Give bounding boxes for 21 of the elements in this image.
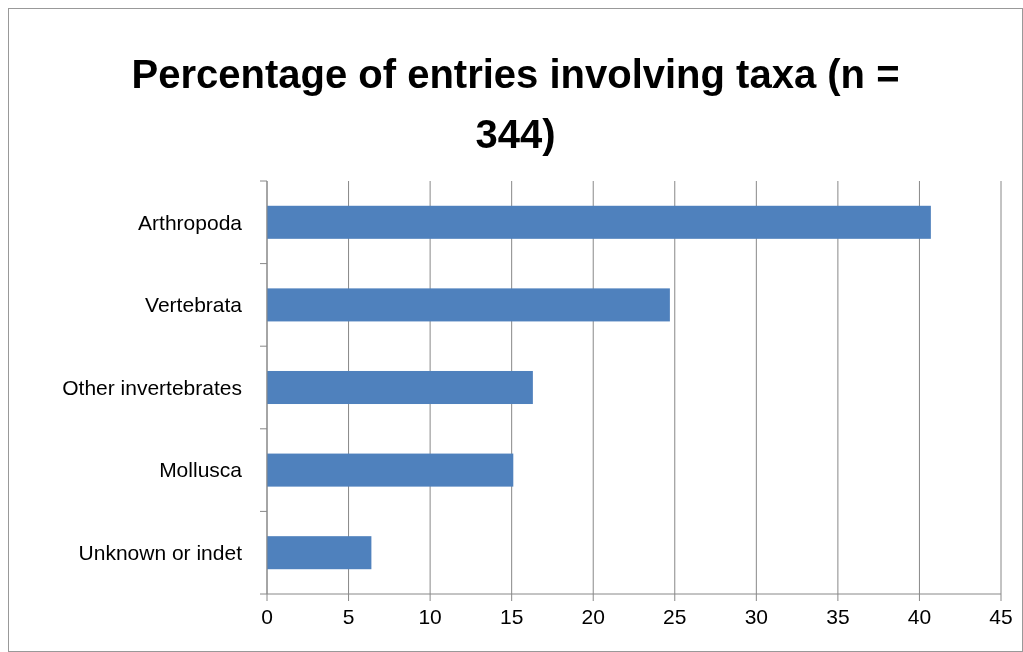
x-tick-label: 30: [744, 605, 769, 628]
x-tick-label: 20: [581, 605, 605, 628]
x-tick-label: 5: [342, 605, 355, 628]
x-tick-label: 40: [907, 605, 932, 628]
bar: [267, 370, 533, 405]
y-tick-label: Vertebrata: [145, 293, 243, 317]
y-tick-label: Other invertebrates: [62, 375, 242, 399]
x-tick-label: 25: [663, 605, 687, 628]
bar: [267, 536, 372, 570]
x-tick-label: 0: [261, 605, 273, 628]
bar: [267, 205, 931, 239]
x-tick-label: 10: [418, 605, 442, 628]
chart-title: Percentage of entries involving taxa (n = 344): [131, 52, 900, 156]
y-tick-label: Arthropoda: [138, 210, 243, 234]
bar: [267, 288, 670, 322]
x-tick-label: 45: [989, 605, 1013, 628]
x-tick-label: 35: [826, 605, 850, 628]
x-tick-label: 15: [499, 605, 524, 628]
y-tick-label: Mollusca: [159, 458, 243, 482]
bar: [267, 453, 514, 487]
y-tick-label: Unknown or indet: [78, 541, 243, 565]
